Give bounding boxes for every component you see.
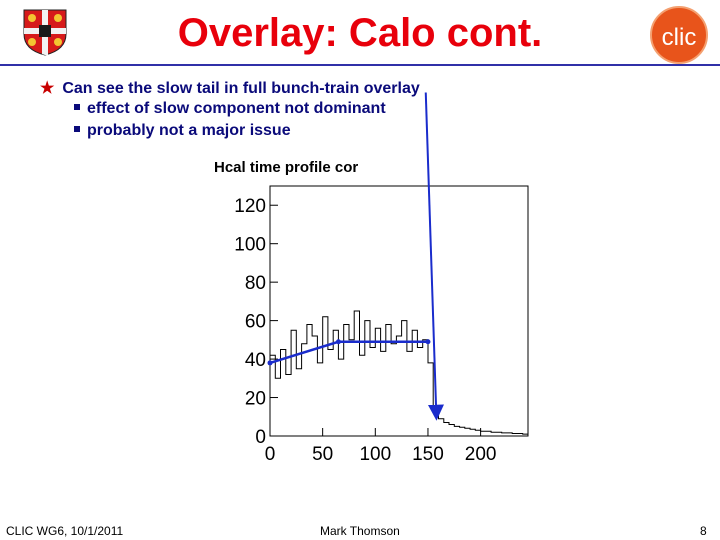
y-tick-label: 40 — [245, 350, 266, 371]
sub-bullet-1: effect of slow component not dominant — [74, 100, 386, 118]
y-tick-label: 60 — [245, 312, 266, 333]
university-crest-icon — [23, 9, 67, 56]
clic-logo-icon: clic — [650, 6, 708, 64]
y-tick-label: 120 — [234, 196, 266, 217]
star-bullet-icon: ★ — [40, 80, 55, 97]
fit-point — [267, 360, 273, 366]
y-tick-label: 100 — [234, 235, 266, 256]
plot-frame — [269, 185, 529, 437]
y-tick-label: 80 — [245, 273, 266, 294]
x-tick-label: 100 — [359, 444, 391, 465]
sub-bullet-text: probably not a major issue — [87, 122, 291, 139]
chart-title: Hcal time profile cor — [214, 159, 358, 176]
x-tick-label: 0 — [265, 444, 276, 465]
bullet-1: ★ Can see the slow tail in full bunch-tra… — [40, 78, 420, 98]
sub-bullet-text: effect of slow component not dominant — [87, 100, 386, 117]
fit-point — [335, 339, 341, 345]
footer-left: CLIC WG6, 10/1/2011 — [6, 524, 124, 538]
hcal-time-profile-chart: Hcal time profile cor 0 20 40 60 80 100 120 0 50… — [214, 159, 529, 465]
footer-center: Mark Thomson — [320, 524, 400, 538]
x-tick-label: 150 — [412, 444, 444, 465]
bullet-text: Can see the slow tail in full bunch-trai… — [62, 80, 420, 97]
y-tick-label: 20 — [245, 389, 266, 410]
fit-point — [425, 339, 431, 345]
fit-line — [269, 340, 428, 365]
x-tick-label: 50 — [312, 444, 333, 465]
x-tick-label: 200 — [465, 444, 497, 465]
sub-bullet-2: probably not a major issue — [74, 122, 291, 140]
histogram-line — [270, 310, 528, 435]
square-bullet-icon — [74, 126, 80, 132]
y-tick-label: 0 — [255, 427, 266, 448]
footer-page-number: 8 — [700, 524, 707, 538]
square-bullet-icon — [74, 104, 80, 110]
title-rule — [0, 64, 720, 66]
slide-title: Overlay: Calo cont. — [177, 11, 543, 55]
svg-text:clic: clic — [662, 24, 697, 51]
